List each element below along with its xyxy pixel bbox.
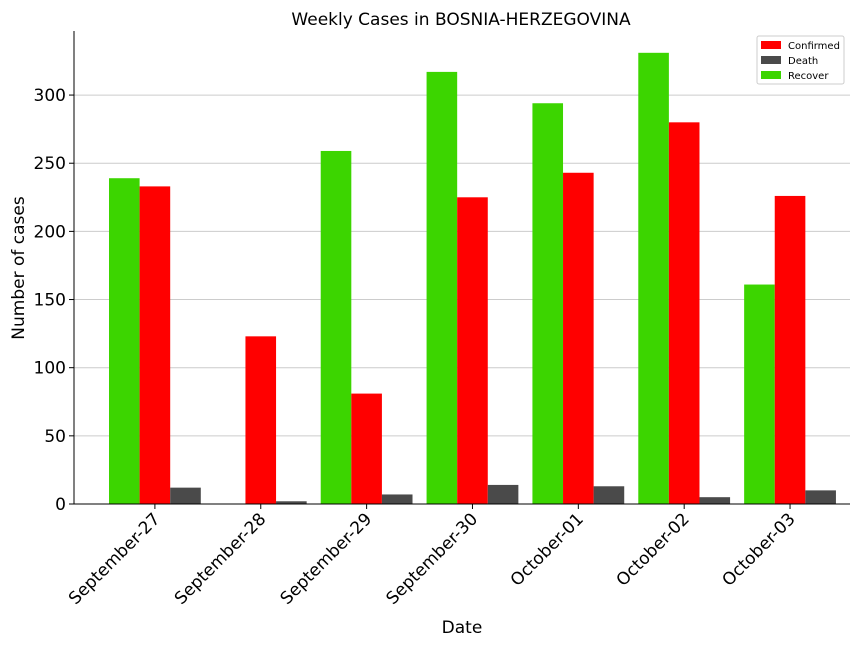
x-tick-label: October-03 — [718, 509, 799, 590]
y-tick-label: 200 — [34, 222, 66, 242]
bar-death-4 — [593, 486, 625, 504]
bar-death-5 — [699, 497, 731, 504]
y-tick-label: 0 — [55, 495, 66, 515]
x-axis-label: Date — [442, 618, 483, 638]
bar-recover-0 — [109, 178, 140, 505]
x-tick-label: September-29 — [277, 509, 376, 608]
legend: Confirmed Death Recover — [756, 35, 845, 85]
legend-swatch-confirmed — [761, 41, 781, 49]
bar-death-1 — [276, 501, 307, 504]
bar-recover-3 — [426, 71, 458, 504]
x-tick-label: October-01 — [507, 509, 588, 590]
y-axis-label: Number of cases — [9, 196, 29, 340]
legend-label-confirmed: Confirmed — [788, 41, 840, 52]
y-tick-label: 300 — [34, 86, 66, 106]
bar-recover-4 — [532, 103, 564, 504]
bar-confirmed-6 — [774, 195, 806, 505]
y-tick-label: 150 — [34, 291, 66, 311]
x-tick-label: October-02 — [613, 509, 694, 590]
chart-title: Weekly Cases in BOSNIA-HERZEGOVINA — [291, 10, 631, 30]
y-tick-label: 250 — [34, 154, 66, 174]
bar-confirmed-0 — [139, 186, 171, 504]
bar-confirmed-3 — [457, 197, 488, 504]
bar-recover-5 — [638, 52, 669, 504]
y-tick-label: 50 — [44, 427, 66, 447]
x-tick-label: September-27 — [65, 509, 164, 608]
x-tick-label: September-28 — [171, 509, 270, 608]
y-ticks: 0 50 100 150 200 250 300 — [34, 86, 74, 515]
legend-label-recover: Recover — [788, 71, 829, 82]
axes — [73, 31, 850, 505]
x-ticks: September-27 September-28 September-29 Sept… — [65, 504, 800, 609]
legend-swatch-death — [761, 56, 781, 64]
bar-recover-2 — [320, 150, 352, 504]
bar-death-0 — [170, 487, 201, 504]
bar-recover-6 — [744, 284, 775, 504]
bar-death-6 — [805, 490, 836, 504]
bar-confirmed-1 — [245, 336, 277, 504]
bar-confirmed-4 — [563, 172, 594, 505]
y-tick-label: 100 — [34, 359, 66, 379]
legend-label-death: Death — [788, 56, 818, 67]
x-tick-label: September-30 — [383, 509, 482, 608]
bar-death-3 — [487, 484, 519, 504]
bar-death-2 — [381, 494, 413, 504]
bar-confirmed-2 — [351, 393, 382, 504]
legend-swatch-recover — [761, 71, 781, 79]
bars — [109, 52, 836, 505]
bar-confirmed-5 — [668, 122, 700, 505]
